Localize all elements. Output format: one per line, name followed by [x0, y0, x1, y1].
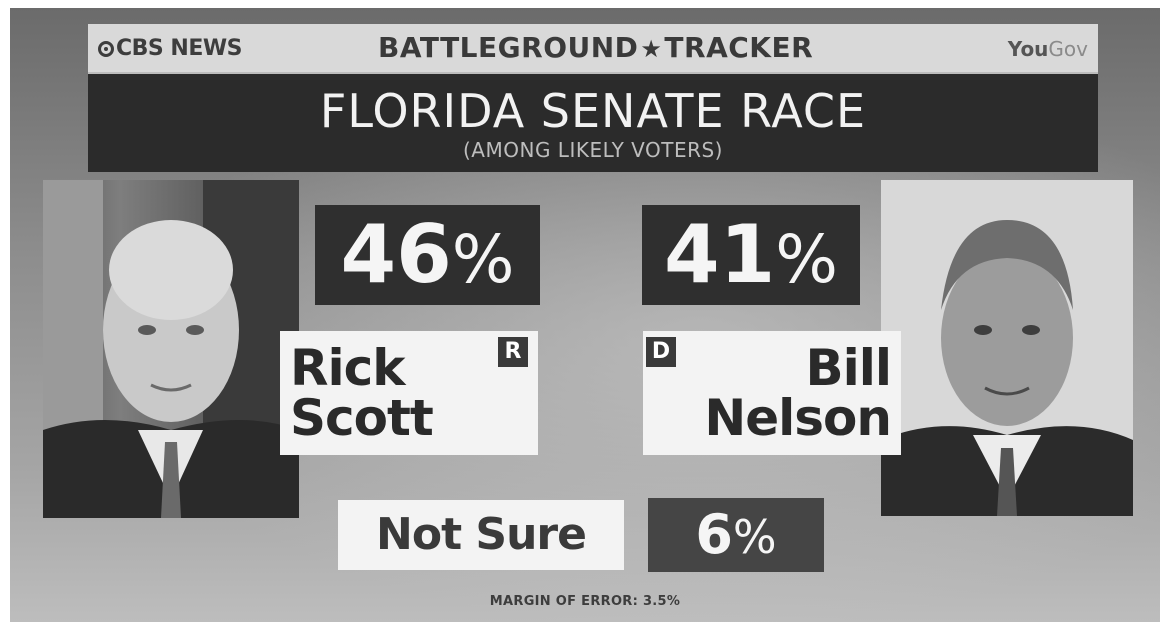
not-sure-pct-number: 6 — [695, 503, 733, 566]
broadcast-graphic: CBS NEWS BATTLEGROUND★TRACKER YouGov FLO… — [10, 8, 1160, 622]
not-sure-pct-symbol: % — [732, 510, 777, 564]
star-icon: ★ — [640, 35, 663, 63]
tracker-left: BATTLEGROUND — [378, 31, 639, 64]
margin-of-error: MARGIN OF ERROR: 3.5% — [489, 594, 681, 609]
nelson-pct-number: 41 — [663, 208, 776, 301]
network-name: CBS NEWS — [116, 36, 242, 61]
nelson-first-name: Bill — [805, 339, 892, 397]
not-sure-label: Not Sure — [338, 500, 624, 570]
scott-last-name: Scott — [290, 389, 434, 447]
tracker-right: TRACKER — [664, 31, 814, 64]
candidate-photo-scott — [43, 180, 299, 518]
not-sure-percentage: 6% — [648, 498, 824, 572]
scott-percentage: 46% — [315, 205, 540, 305]
scott-first-name: Rick — [290, 339, 406, 397]
yougov-you: You — [1007, 37, 1049, 61]
party-badge-republican: R — [498, 337, 528, 367]
scott-pct-symbol: % — [451, 221, 515, 298]
title-bar: FLORIDA SENATE RACE (AMONG LIKELY VOTERS… — [88, 74, 1098, 172]
scott-pct-number: 46 — [340, 208, 452, 301]
page-title: FLORIDA SENATE RACE — [319, 84, 867, 138]
candidate-photo-nelson — [881, 180, 1133, 516]
scott-name-card: Rick Scott — [280, 331, 538, 455]
party-badge-democrat: D — [646, 337, 676, 367]
battleground-tracker-logo: BATTLEGROUND★TRACKER — [378, 31, 813, 64]
page-subtitle: (AMONG LIKELY VOTERS) — [463, 138, 723, 162]
header-bar: CBS NEWS BATTLEGROUND★TRACKER YouGov — [88, 24, 1098, 74]
nelson-last-name: Nelson — [704, 389, 892, 447]
nelson-percentage: 41% — [642, 205, 860, 305]
cbs-eye-icon — [98, 41, 114, 57]
nelson-name-card: Bill Nelson — [643, 331, 901, 455]
cbs-news-logo: CBS NEWS — [98, 36, 242, 61]
yougov-gov: Gov — [1048, 37, 1088, 61]
nelson-pct-symbol: % — [775, 221, 839, 298]
yougov-logo: YouGov — [1008, 37, 1088, 61]
